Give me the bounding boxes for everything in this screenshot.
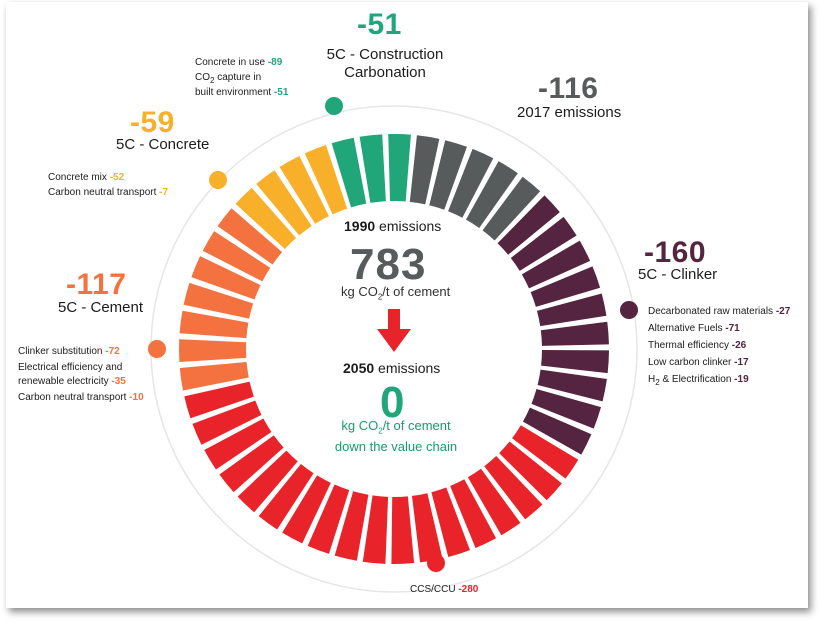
ring-segment	[499, 441, 562, 501]
concrete-title: 5C - Concrete	[116, 136, 210, 153]
ring-segment	[237, 450, 298, 513]
emissions-2017-title: 2017 emissions	[517, 104, 622, 121]
ring-segment	[521, 240, 591, 289]
ring-segment	[540, 321, 609, 346]
ring-segment	[179, 310, 249, 339]
construction-title: 5C - Construction Carbonation	[326, 46, 444, 81]
start-emissions-unit: kg CO2/t of cement	[341, 284, 451, 302]
ring-segment	[482, 176, 541, 241]
end-emissions-unit: kg CO2/t of cement down the value chain	[334, 418, 458, 454]
cement-dot	[148, 340, 166, 358]
end-emissions-value: 0	[380, 378, 405, 427]
start-emissions-label: 1990 emissions	[344, 218, 442, 234]
start-emissions-value: 783	[350, 240, 427, 289]
emissions-2017-value: -116	[538, 72, 599, 105]
ring-segment	[202, 231, 271, 282]
construction-items: Concrete in use -89 CO2 capture in built …	[195, 55, 288, 99]
ring-segment	[497, 195, 560, 255]
clinker-items: Decarbonated raw materials -27 Alternati…	[648, 303, 790, 391]
ring-segment	[409, 135, 440, 205]
ring-segment	[467, 468, 521, 536]
ring-segment	[235, 187, 297, 250]
clinker-item-thermal: Thermal efficiency -26	[648, 340, 747, 351]
cement-item-clinker-sub: Clinker substitution -72	[18, 346, 120, 357]
ring-segment	[219, 435, 284, 493]
cement-items: Clinker substitution -72 Electrical effi…	[18, 345, 144, 405]
ring-segment	[279, 155, 329, 224]
ring-segment	[362, 495, 389, 564]
concrete-item-mix: Concrete mix -52	[48, 172, 125, 183]
ring-segment	[510, 216, 577, 271]
ring-segment	[536, 293, 607, 327]
ring-segment	[484, 456, 543, 520]
ring-segment	[448, 148, 494, 218]
ring-segment	[183, 282, 254, 319]
ring-segment	[304, 145, 348, 215]
ring-segment	[512, 425, 579, 479]
ring-segment	[217, 208, 283, 265]
down-arrow-icon	[377, 309, 411, 352]
ring-segment	[465, 161, 518, 228]
ring-segment	[531, 389, 601, 429]
cement-item-transport: Carbon neutral transport -10	[18, 392, 144, 403]
ring-segment	[388, 134, 411, 202]
construction-item-concrete-in-use: Concrete in use -89	[195, 57, 283, 68]
ring-segment	[258, 464, 314, 530]
ring-segment	[431, 487, 470, 558]
ring-segment	[178, 339, 247, 362]
ring-segment	[334, 491, 369, 561]
clinker-item-h2: H2 & Electrification -19	[648, 374, 749, 387]
ring-segment	[282, 475, 331, 544]
ring-segment	[331, 137, 367, 208]
ring-segment	[391, 496, 415, 564]
clinker-value: -160	[644, 236, 707, 269]
clinker-dot	[620, 301, 638, 319]
end-emissions-label: 2050 emissions	[343, 360, 441, 376]
construction-dot	[325, 97, 343, 115]
ring-segment	[411, 493, 443, 563]
ccs-dot	[427, 554, 445, 572]
concrete-dot	[209, 171, 227, 189]
ring-segment	[256, 170, 312, 236]
ring-segment	[537, 369, 607, 402]
ring-segment	[184, 381, 254, 419]
ring-segment	[530, 266, 601, 307]
ring-segment	[522, 407, 592, 455]
ring-segment	[191, 256, 261, 300]
concrete-items: Concrete mix -52 Carbon neutral transpor…	[48, 170, 168, 200]
cement-value: -117	[66, 268, 127, 301]
ring-segments	[178, 134, 609, 564]
ring-segment	[204, 418, 272, 470]
ring-segment	[192, 400, 262, 445]
ring-segment	[359, 134, 386, 203]
ring-segment	[307, 484, 350, 554]
ring-segment	[450, 479, 497, 548]
clinker-item-raw-materials: Decarbonated raw materials -27	[648, 306, 791, 317]
cement-item-electrical: Electrical efficiency and renewable elect…	[18, 362, 126, 387]
clinker-item-alt-fuels: Alternative Fuels -71	[648, 323, 740, 334]
concrete-item-transport: Carbon neutral transport -7	[48, 187, 169, 198]
clinker-title: 5C - Clinker	[638, 266, 718, 283]
construction-item-co2-capture: CO2 capture in built environment -51	[195, 72, 289, 98]
ring-segment	[541, 349, 609, 374]
ccs-label: CCS/CCU -280	[410, 584, 479, 595]
clinker-item-low-carbon: Low carbon clinker -17	[648, 357, 749, 368]
ring-segment	[179, 362, 249, 391]
concrete-value: -59	[130, 106, 175, 139]
construction-value: -51	[357, 8, 402, 41]
cement-title: 5C - Cement	[58, 299, 144, 316]
ring-segment	[429, 140, 467, 210]
